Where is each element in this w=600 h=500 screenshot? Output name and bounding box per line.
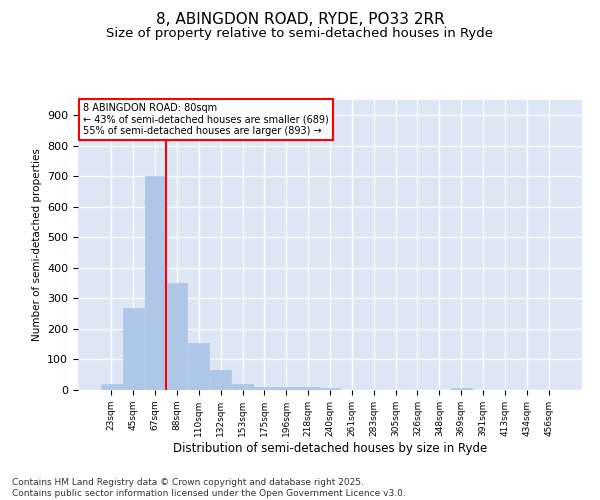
Bar xyxy=(145,176,166,390)
Bar xyxy=(101,384,122,390)
Bar xyxy=(320,388,340,390)
Bar xyxy=(254,387,275,390)
Bar xyxy=(232,384,253,390)
Bar xyxy=(276,387,296,390)
Bar xyxy=(167,283,187,390)
Bar xyxy=(188,342,209,390)
Text: Size of property relative to semi-detached houses in Ryde: Size of property relative to semi-detach… xyxy=(107,28,493,40)
Bar xyxy=(451,388,472,390)
Text: 8 ABINGDON ROAD: 80sqm
← 43% of semi-detached houses are smaller (689)
55% of se: 8 ABINGDON ROAD: 80sqm ← 43% of semi-det… xyxy=(83,103,329,136)
Text: Contains HM Land Registry data © Crown copyright and database right 2025.
Contai: Contains HM Land Registry data © Crown c… xyxy=(12,478,406,498)
Bar xyxy=(210,370,231,390)
Bar xyxy=(298,387,319,390)
Text: 8, ABINGDON ROAD, RYDE, PO33 2RR: 8, ABINGDON ROAD, RYDE, PO33 2RR xyxy=(155,12,445,28)
X-axis label: Distribution of semi-detached houses by size in Ryde: Distribution of semi-detached houses by … xyxy=(173,442,487,454)
Bar xyxy=(123,308,143,390)
Y-axis label: Number of semi-detached properties: Number of semi-detached properties xyxy=(32,148,41,342)
